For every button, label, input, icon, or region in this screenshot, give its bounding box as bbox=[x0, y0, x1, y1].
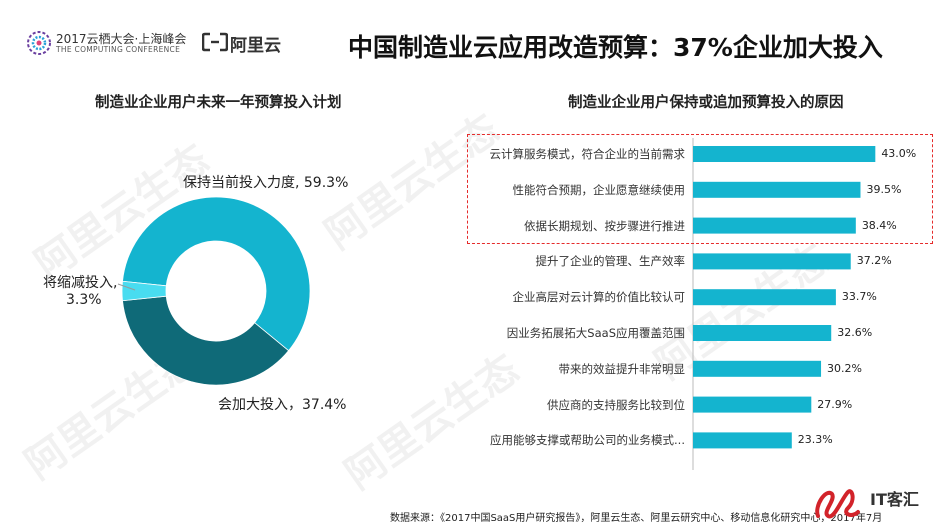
bar-category-label: 性能符合预期，企业愿意继续使用 bbox=[512, 182, 686, 197]
bar bbox=[693, 325, 832, 341]
bar bbox=[693, 360, 822, 377]
highlight-box bbox=[467, 134, 933, 244]
bar-value-label: 23.3% bbox=[797, 433, 833, 447]
bar bbox=[693, 289, 836, 306]
page-title: 中国制造业云应用改造预算：37%企业加大投入 bbox=[348, 33, 883, 62]
bar bbox=[693, 181, 861, 198]
pie-label-decrease-pct: 3.3% bbox=[66, 292, 102, 308]
bar-category-label: 企业高层对云计算的价值比较认可 bbox=[512, 290, 686, 305]
pie-slice bbox=[122, 295, 290, 386]
bar-value-label: 32.6% bbox=[837, 326, 873, 339]
pie-slice bbox=[121, 280, 167, 302]
bar bbox=[693, 432, 792, 449]
itkehui-logo-icon: IT客汇 bbox=[815, 489, 919, 519]
pie-label-decrease: 将缩减投入, bbox=[43, 275, 118, 291]
bar-category-label: 带来的效益提升非常明显 bbox=[558, 361, 686, 376]
bar-value-label: 39.5% bbox=[866, 182, 902, 196]
data-source: 数据来源：《2017中国SaaS用户研究报告》，阿里云生态、阿里云研究中心、移动… bbox=[390, 513, 883, 524]
bar-category-label: 提升了企业的管理、生产效率 bbox=[535, 254, 686, 269]
bar bbox=[693, 253, 851, 270]
conference-name: 2017云栖大会·上海峰会 bbox=[56, 32, 187, 46]
bar-category-label: 供应商的支持服务比较到位 bbox=[547, 397, 685, 412]
bar-chart-title: 制造业企业用户保持或追加预算投入的原因 bbox=[568, 95, 844, 111]
bar-value-label: 27.9% bbox=[817, 397, 853, 411]
bar-category-label: 云计算服务模式，符合企业的当前需求 bbox=[489, 147, 686, 161]
pie-slice bbox=[122, 196, 311, 352]
bar bbox=[693, 146, 876, 162]
bar-value-label: 37.2% bbox=[856, 254, 892, 268]
bar-value-label: 33.7% bbox=[841, 290, 877, 304]
pie-label-maintain: 保持当前投入力度, 59.3% bbox=[183, 175, 349, 191]
bar-value-label: 30.2% bbox=[827, 361, 862, 375]
bar-category-label: 因业务拓展拓大SaaS应用覆盖范围 bbox=[506, 326, 685, 340]
pie-label-increase: 会加大投入，37.4% bbox=[218, 397, 347, 413]
bar-category-label: 应用能够支撑或帮助公司的业务模式... bbox=[490, 433, 685, 448]
aliyun-logo-icon bbox=[202, 32, 228, 52]
aliyun-name: 阿里云 bbox=[230, 36, 281, 56]
bar bbox=[693, 217, 856, 234]
pie-leader-line bbox=[117, 283, 136, 291]
header-logos: 2017云栖大会·上海峰会 THE COMPUTING CONFERENCE 阿… bbox=[26, 28, 306, 62]
bar-value-label: 38.4% bbox=[861, 218, 897, 232]
bar bbox=[693, 396, 812, 413]
computing-conference-logo-icon bbox=[27, 31, 51, 55]
conference-subtitle: THE COMPUTING CONFERENCE bbox=[56, 45, 181, 54]
bar-category-label: 依据长期规划、按步骤进行推进 bbox=[524, 218, 685, 233]
bar-value-label: 43.0% bbox=[881, 147, 917, 160]
itkehui-brand: IT客汇 bbox=[870, 490, 919, 509]
pie-chart-title: 制造业企业用户未来一年预算投入计划 bbox=[95, 95, 342, 111]
